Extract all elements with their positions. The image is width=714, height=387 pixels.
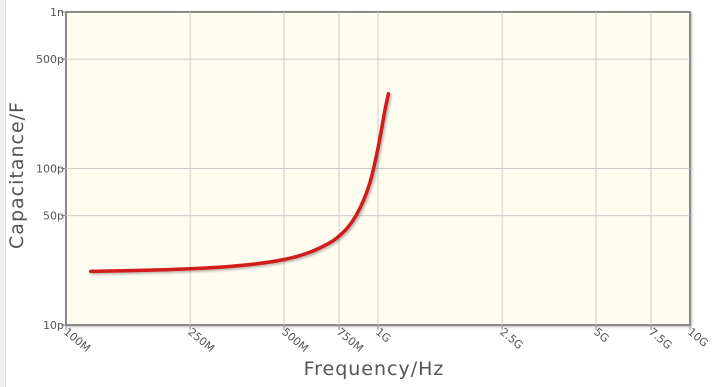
y-tick-label: 100p [36, 163, 64, 176]
y-tick-label: 50p [43, 210, 64, 223]
x-tick-label: 10G [685, 325, 711, 349]
y-tick-label: 1n [50, 6, 64, 19]
x-tick-label: 750M [334, 325, 366, 355]
x-tick-label: 5G [591, 325, 611, 345]
x-tick-label: 250M [185, 325, 217, 355]
series-layer [88, 92, 391, 274]
window-edge [0, 0, 6, 387]
x-tick-label: 500M [279, 325, 311, 355]
y-axis-title: Capacitance/F [6, 101, 28, 249]
grid [61, 11, 691, 330]
x-tick-label: 100M [61, 325, 93, 355]
y-tick-label: 500p [36, 53, 64, 66]
y-tick-labels: 1n 500p 100p 50p 10p [36, 6, 64, 332]
x-tick-labels: 100M 250M 500M 750M 1G 2.5G 5G 7.5G 10G [61, 325, 711, 355]
x-axis-title: Frequency/Hz [304, 358, 445, 380]
y-tick-label: 10p [43, 319, 64, 332]
x-tick-label: 1G [373, 325, 393, 345]
x-tick-label: 7.5G [646, 325, 674, 352]
capacitance-curve [88, 92, 391, 274]
x-tick-label: 2.5G [497, 325, 525, 352]
